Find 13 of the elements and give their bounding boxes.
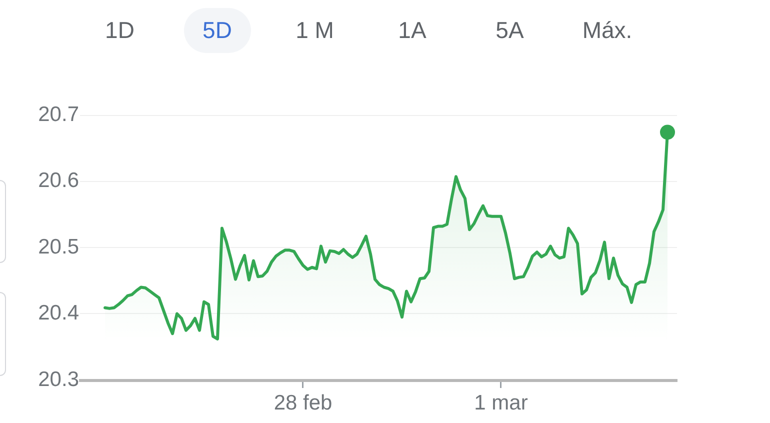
- x-tick-label: 28 feb: [274, 391, 332, 414]
- y-tick-label: 20.3: [38, 368, 79, 391]
- y-tick-label: 20.5: [38, 235, 79, 258]
- text: 5A: [496, 17, 524, 43]
- y-tick-label: 20.4: [38, 302, 80, 325]
- text: 1D: [105, 17, 134, 43]
- x-tick-label: 1 mar: [474, 391, 528, 414]
- y-tick-label: 20.7: [38, 102, 79, 126]
- text: 1A: [398, 17, 426, 43]
- text: Máx.: [582, 17, 632, 43]
- text: 5D: [202, 17, 232, 43]
- text: 1 M: [296, 17, 334, 43]
- y-tick-label: 20.6: [38, 169, 79, 192]
